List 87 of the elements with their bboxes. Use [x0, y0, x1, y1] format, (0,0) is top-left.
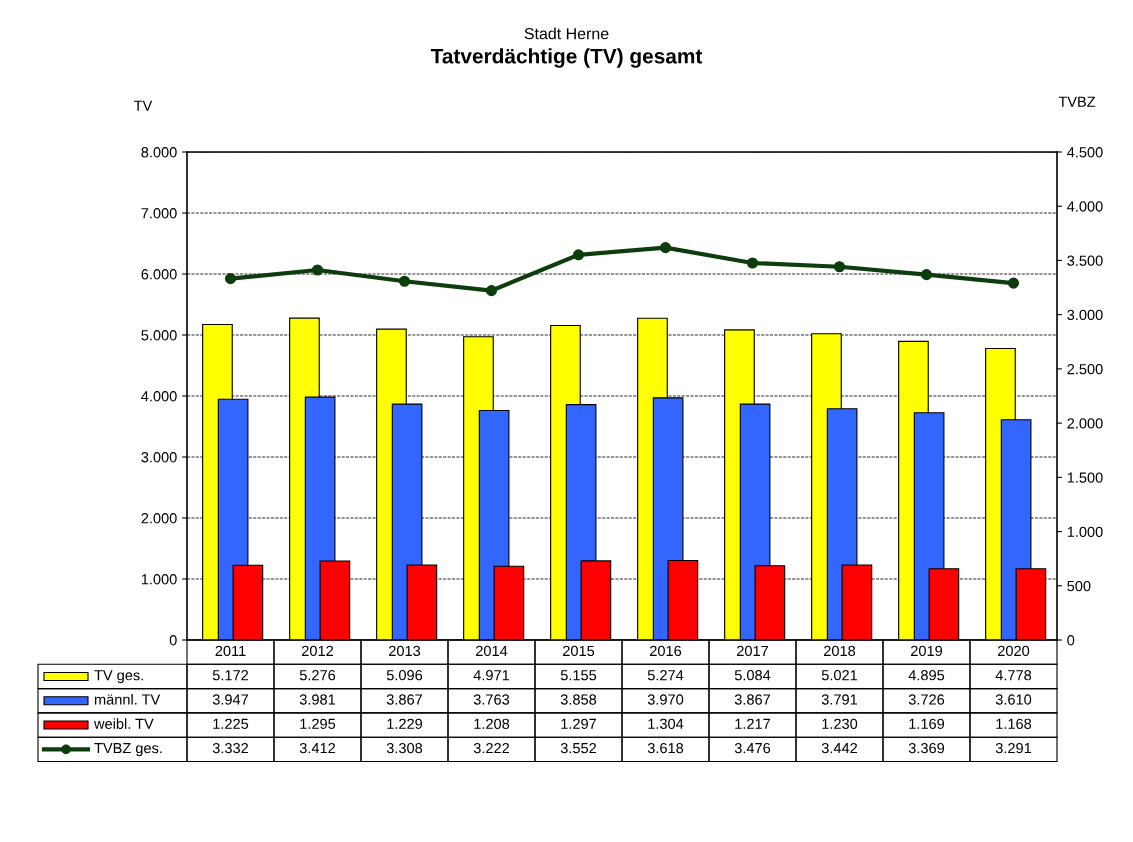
data-label: 4.971 — [473, 670, 510, 681]
data-label: 3.222 — [473, 742, 510, 754]
x-tick-label: 2016 — [650, 645, 682, 657]
data-label: 3.947 — [212, 694, 249, 705]
y-tick-label: 5.000 — [141, 330, 177, 341]
data-label: 4.778 — [995, 670, 1032, 681]
data-label: 3.610 — [995, 694, 1032, 705]
y2-tick-label: 1.000 — [1067, 526, 1103, 537]
y2-axis-title: TVBZ — [1058, 96, 1096, 107]
data-label: 3.858 — [560, 694, 597, 705]
x-tick-label: 2018 — [824, 645, 856, 657]
data-label: 1.297 — [561, 718, 597, 729]
data-label: 5.155 — [560, 670, 597, 681]
data-label: 3.291 — [995, 742, 1032, 754]
point — [398, 275, 411, 287]
point — [224, 273, 237, 285]
data-label: 3.618 — [647, 742, 684, 754]
y2-tick-label: 1.500 — [1067, 472, 1103, 483]
y2-tick-label: 500 — [1067, 580, 1091, 592]
data-label: 5.096 — [386, 670, 423, 681]
data-label: 3.763 — [473, 694, 510, 705]
data-label: 1.304 — [648, 718, 684, 729]
point — [920, 269, 933, 281]
y2-tick-label: 3.500 — [1067, 255, 1103, 266]
x-tick-label: 2019 — [911, 645, 943, 657]
point — [1007, 277, 1020, 289]
y-tick-label: 3.000 — [141, 452, 177, 463]
x-tick-label: 2015 — [563, 645, 595, 657]
data-label: 1.217 — [735, 718, 771, 729]
y2-tick-label: 2.500 — [1067, 363, 1103, 375]
legend-label: männl. TV — [94, 693, 161, 705]
data-label: 3.332 — [212, 742, 249, 754]
data-label: 4.895 — [908, 670, 945, 681]
legend-label: TVBZ ges. — [94, 743, 162, 757]
data-label: 3.442 — [821, 742, 858, 754]
y2-tick-label: 0 — [1067, 635, 1075, 646]
x-tick-label: 2017 — [737, 645, 768, 657]
point — [485, 285, 498, 297]
chart-title: Tatverdächtige (TV) gesamt — [430, 48, 703, 68]
point — [572, 249, 585, 261]
data-label: 1.229 — [387, 718, 423, 729]
y-tick-label: 8.000 — [141, 147, 177, 158]
y2-tick-label: 2.000 — [1067, 418, 1103, 429]
point — [746, 257, 759, 269]
data-label: 5.172 — [212, 670, 249, 681]
data-label: 5.276 — [299, 670, 336, 681]
y-tick-label: 7.000 — [141, 208, 177, 219]
point — [833, 261, 846, 273]
legend-label: TV ges. — [94, 670, 143, 684]
data-label: 1.225 — [213, 718, 249, 729]
data-label: 1.230 — [822, 718, 858, 729]
legend-label: weibl. TV — [93, 718, 154, 729]
data-label: 3.726 — [908, 694, 945, 705]
data-label: 3.970 — [647, 694, 684, 705]
y2-tick-label: 4.000 — [1067, 201, 1103, 212]
x-tick-label: 2020 — [998, 645, 1030, 657]
data-label: 3.791 — [821, 694, 858, 705]
data-label: 1.169 — [909, 718, 945, 729]
data-label: 1.208 — [474, 718, 510, 729]
data-label: 3.308 — [386, 742, 423, 754]
y-tick-label: 6.000 — [141, 269, 177, 280]
x-tick-label: 2012 — [302, 645, 333, 657]
data-label: 5.021 — [821, 670, 858, 681]
y-tick-label: 4.000 — [141, 391, 177, 402]
y2-tick-label: 4.500 — [1067, 147, 1103, 158]
data-label: 1.295 — [300, 718, 336, 729]
y-tick-label: 0 — [169, 635, 177, 646]
data-label: 1.168 — [996, 718, 1032, 729]
data-label: 3.369 — [908, 742, 945, 754]
data-label: 5.274 — [647, 670, 684, 681]
data-label: 3.867 — [734, 694, 771, 705]
point — [311, 264, 324, 276]
y2-tick-label: 3.000 — [1067, 309, 1103, 321]
x-tick-label: 2013 — [389, 645, 421, 657]
data-label: 5.084 — [734, 670, 771, 681]
chart-subtitle: Stadt Herne — [524, 27, 609, 40]
y-tick-label: 2.000 — [141, 513, 177, 524]
data-label: 3.476 — [734, 742, 771, 754]
data-label: 3.867 — [386, 694, 423, 705]
y-tick-label: 1.000 — [141, 574, 177, 585]
x-tick-label: 2014 — [476, 645, 508, 657]
point — [659, 242, 672, 254]
data-label: 3.412 — [299, 742, 336, 754]
data-label: 3.552 — [560, 742, 597, 754]
y-axis-title: TV — [134, 100, 153, 111]
data-label: 3.981 — [299, 694, 336, 705]
x-tick-label: 2011 — [215, 645, 246, 657]
